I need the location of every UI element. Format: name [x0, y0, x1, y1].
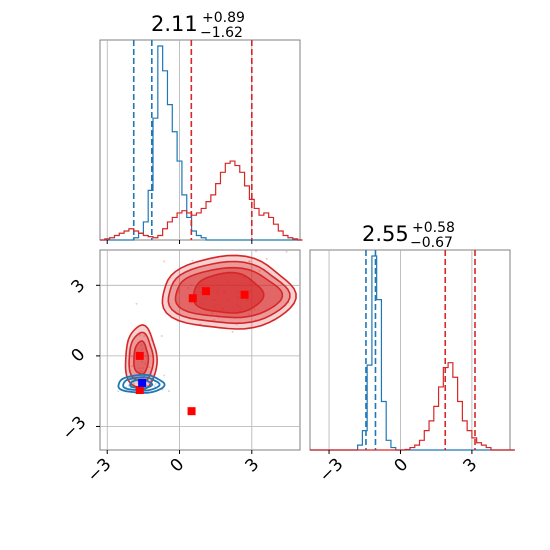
sample-point [141, 348, 144, 351]
histogram-step [100, 45, 303, 241]
sample-point [140, 344, 143, 347]
sample-point [131, 365, 134, 368]
marginal-2-x-tick-labels: −3 0 3 [316, 455, 482, 487]
tick-marks [106, 240, 253, 244]
tick-marks [96, 284, 253, 454]
y-tick-label: 3 [68, 276, 90, 298]
histogram-marks [100, 40, 303, 241]
sample-point [130, 355, 133, 358]
sample-point [190, 283, 193, 286]
sample-point [231, 330, 234, 333]
sample-point [177, 290, 180, 293]
title-value: 2.11 [151, 12, 198, 36]
square-marker [188, 294, 197, 303]
x-tick-label: 0 [391, 455, 413, 477]
blue-contour [122, 376, 161, 392]
blue-contour [117, 373, 166, 394]
sample-point [160, 335, 163, 338]
sample-point [144, 355, 147, 358]
sample-point [135, 302, 138, 305]
sample-point [154, 383, 157, 386]
x-tick-label: 3 [242, 455, 264, 477]
sample-point [138, 367, 141, 370]
sample-point [285, 250, 288, 253]
histogram-step [310, 362, 515, 451]
sample-point [258, 269, 261, 272]
square-marker [135, 386, 144, 394]
marginal-histogram-param-2 [309, 249, 515, 454]
joint-distribution-panel [96, 249, 301, 454]
sample-point [133, 382, 136, 385]
sample-point [211, 312, 214, 315]
sample-point [117, 390, 120, 393]
sample-point [139, 334, 142, 337]
sample-point [265, 258, 268, 261]
sample-point [254, 250, 257, 253]
sample-point [191, 259, 194, 262]
sample-point [139, 370, 142, 373]
sample-point [163, 374, 166, 377]
title-minus: −0.67 [410, 235, 453, 251]
sample-point [141, 360, 144, 363]
axes-frame [99, 39, 301, 241]
axes-frame [309, 249, 511, 451]
sample-point [248, 260, 251, 263]
sample-point [187, 286, 190, 289]
sample-point [140, 370, 143, 373]
sample-point [146, 384, 149, 387]
x-tick-label: −3 [316, 455, 348, 487]
sample-point [213, 319, 216, 322]
title-param-1: 2.11 +0.89 −1.62 [151, 10, 245, 41]
joint-x-tick-labels: −3 0 3 [84, 455, 264, 487]
sample-point [144, 362, 147, 365]
square-marker [187, 407, 196, 416]
gridlines [328, 250, 473, 450]
joint-y-tick-labels: 3 0 −3 [59, 276, 91, 445]
histogram-step [100, 160, 303, 241]
histogram-marks [310, 250, 515, 451]
y-tick-label: −3 [59, 413, 91, 445]
blue-contour [129, 378, 153, 390]
y-tick-label: 0 [68, 345, 90, 367]
sample-point [152, 384, 155, 387]
title-param-2: 2.55 +0.58 −0.67 [362, 220, 455, 251]
square-marker [202, 287, 211, 296]
square-marker [135, 351, 144, 360]
sample-point [148, 366, 151, 369]
sample-point [143, 335, 146, 338]
square-marker [138, 378, 147, 387]
x-tick-label: −3 [84, 455, 116, 487]
sample-point [153, 385, 156, 388]
sample-point [163, 260, 166, 263]
title-plus: +0.58 [412, 220, 455, 236]
x-tick-label: 3 [460, 455, 482, 477]
tick-marks [328, 450, 473, 454]
marginal-histogram-param-1 [99, 39, 303, 244]
sample-point [253, 308, 256, 311]
sample-point [247, 313, 250, 316]
title-value: 2.55 [362, 222, 409, 246]
sample-point [141, 367, 144, 370]
title-minus: −1.62 [200, 25, 243, 41]
sample-point [167, 390, 170, 393]
sample-point [248, 259, 251, 262]
point-markers [135, 287, 249, 416]
square-marker [240, 290, 249, 299]
x-tick-label: 0 [167, 455, 189, 477]
title-plus: +0.89 [202, 10, 245, 26]
red-contour [192, 271, 265, 314]
